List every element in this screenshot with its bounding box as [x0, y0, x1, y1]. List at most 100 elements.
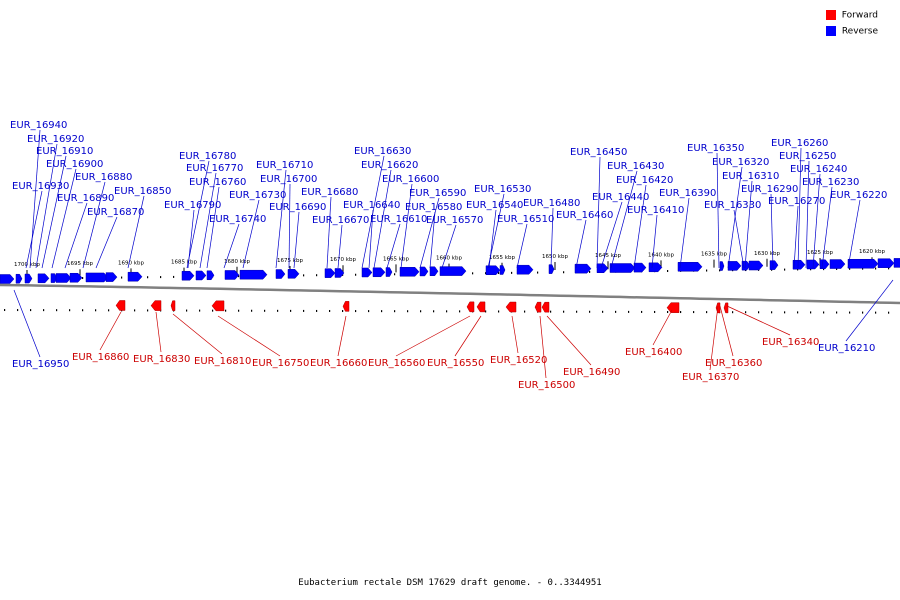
forward-gene-arrow — [723, 302, 729, 314]
legend-label-forward: Forward — [841, 10, 878, 21]
lower-track-dot — [134, 309, 136, 312]
reverse-gene-arrow — [877, 258, 895, 268]
reverse-leader-line — [429, 211, 436, 269]
lower-track-dot — [563, 310, 565, 313]
forward-gene-label: EUR_16500 — [518, 380, 575, 391]
reverse-gene-label: EUR_16410 — [627, 205, 684, 216]
reverse-leader-line — [206, 186, 220, 269]
reverse-gene-label: EUR_16690 — [269, 202, 326, 213]
lower-track-dot — [628, 310, 630, 313]
reverse-gene-arrow — [195, 270, 207, 281]
reverse-gene-arrow — [792, 259, 806, 270]
reverse-gene-label: EUR_16330 — [704, 200, 761, 211]
reverse-leader-line — [400, 183, 413, 269]
reverse-gene-label: EUR_16230 — [802, 177, 859, 188]
reverse-gene-arrow — [847, 258, 879, 269]
reverse-gene-label: EUR_16220 — [830, 190, 887, 201]
reverse-gene-arrow — [55, 273, 72, 283]
reverse-gene-arrow — [15, 273, 23, 284]
lower-track-dot — [329, 309, 331, 312]
forward-gene-label: EUR_16660 — [310, 358, 367, 369]
forward-gene-arrow — [476, 301, 486, 313]
reverse-gene-arrow — [127, 271, 143, 282]
reverse-gene-arrow — [727, 261, 742, 271]
reverse-gene-label: EUR_16430 — [607, 161, 664, 172]
reverse-leader-line — [744, 180, 753, 269]
forward-leader-line — [719, 305, 734, 357]
reverse-gene-label: EUR_16530 — [474, 184, 531, 195]
reverse-gene-arrow — [361, 267, 373, 278]
reverse-gene-arrow — [324, 268, 336, 278]
legend-label-reverse: Reverse — [841, 26, 878, 37]
forward-gene-label: EUR_16370 — [682, 372, 739, 383]
reverse-gene-label: EUR_16640 — [343, 200, 400, 211]
forward-gene-arrow — [466, 301, 475, 313]
reverse-leader-line — [847, 199, 861, 269]
lower-track-dot — [862, 311, 864, 314]
lower-track-dot — [888, 311, 890, 314]
reverse-gene-arrow — [769, 260, 779, 270]
lower-track-dot — [771, 311, 773, 314]
lower-track-dot — [680, 311, 682, 314]
lower-track-dot — [186, 309, 188, 312]
upper-track-dot — [472, 272, 474, 275]
reverse-leader-line — [337, 224, 343, 269]
reverse-gene-label: EUR_16610 — [370, 214, 427, 225]
lower-track-dot — [485, 310, 487, 313]
forward-leader-line — [155, 311, 162, 353]
reverse-gene-label: EUR_16850 — [114, 186, 171, 197]
lower-track-dot — [147, 309, 149, 312]
lower-track-dot — [732, 311, 734, 314]
lower-track-dot — [745, 311, 747, 314]
reverse-gene-arrow — [648, 262, 663, 273]
reverse-leader-line — [64, 202, 88, 269]
scale-tick-label: 1690 kbp — [118, 260, 144, 266]
forward-gene-arrow — [115, 300, 126, 311]
backbone-line — [0, 283, 900, 305]
forward-leader-line — [99, 311, 122, 351]
reverse-gene-label: EUR_16540 — [466, 200, 523, 211]
reverse-leader-line — [288, 183, 291, 269]
lower-track-dot — [550, 310, 552, 313]
forward-gene-label: EUR_16750 — [252, 358, 309, 369]
reverse-leader-line — [821, 186, 833, 269]
forward-gene-arrow — [342, 301, 350, 312]
forward-gene-arrow — [541, 301, 550, 313]
reverse-gene-arrow — [85, 272, 109, 283]
forward-gene-arrow — [505, 301, 517, 313]
forward-leader-line — [337, 315, 347, 357]
forward-leader-line — [709, 305, 719, 371]
reverse-leader-line — [488, 209, 497, 269]
reverse-gene-label: EUR_16620 — [361, 160, 418, 171]
upper-track-dot — [147, 276, 149, 279]
upper-track-dot — [355, 273, 357, 276]
reverse-gene-label: EUR_16880 — [75, 172, 132, 183]
reverse-gene-arrow — [633, 262, 647, 273]
reverse-gene-label: EUR_16600 — [382, 174, 439, 185]
scale-tick-label: 1635 kbp — [701, 252, 727, 258]
lower-track-dot — [576, 310, 578, 313]
forward-leader-line — [217, 315, 281, 357]
reverse-leader-line — [441, 224, 457, 269]
lower-track-dot — [758, 311, 760, 314]
reverse-gene-label: EUR_16890 — [57, 193, 114, 204]
reverse-gene-arrow — [439, 266, 467, 276]
reverse-leader-line — [35, 143, 58, 269]
upper-track-dot — [862, 267, 864, 270]
reverse-leader-line — [127, 195, 145, 269]
reverse-gene-label: EUR_16350 — [687, 143, 744, 154]
reverse-gene-arrow — [399, 267, 420, 277]
lower-track-dot — [459, 310, 461, 313]
reverse-gene-label: EUR_16770 — [186, 163, 243, 174]
upper-track-dot — [394, 273, 396, 276]
lower-track-dot — [368, 310, 370, 313]
reverse-gene-arrow — [239, 269, 268, 280]
upper-track-dot — [823, 268, 825, 271]
scale-tick-label: 1620 kbp — [859, 249, 885, 255]
reverse-gene-arrow — [24, 273, 33, 284]
reverse-gene-label: EUR_16510 — [497, 214, 554, 225]
upper-track-dot — [784, 268, 786, 271]
lower-track-dot — [693, 311, 695, 314]
reverse-gene-label: EUR_16870 — [87, 207, 144, 218]
